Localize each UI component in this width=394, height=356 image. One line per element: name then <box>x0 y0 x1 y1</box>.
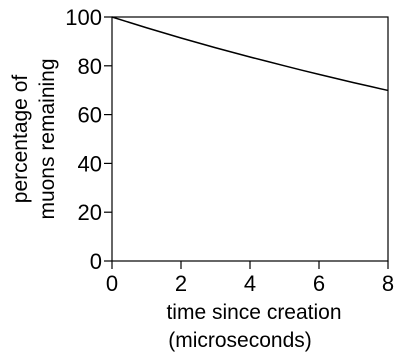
y-tick-label: 0 <box>90 249 102 274</box>
y-tick-label: 60 <box>78 103 102 128</box>
x-axis-ticks: 0 2 4 6 8 <box>106 261 394 296</box>
y-tick-label: 20 <box>78 200 102 225</box>
y-tick-label: 100 <box>65 5 102 30</box>
x-axis-label-line-2: (microseconds) <box>168 329 312 352</box>
x-tick-label: 4 <box>244 271 256 296</box>
y-tick-label: 80 <box>78 54 102 79</box>
x-tick-label: 0 <box>106 271 118 296</box>
x-tick-label: 6 <box>313 271 325 296</box>
x-tick-label: 8 <box>382 271 394 296</box>
plot-area-frame <box>111 16 389 262</box>
y-tick-label: 40 <box>78 151 102 176</box>
y-axis-label-line-1: percentage of <box>9 75 32 204</box>
series-line <box>111 16 389 92</box>
x-tick-label: 2 <box>175 271 187 296</box>
x-axis-label-line-1: time since creation <box>166 301 341 324</box>
y-axis-ticks: 0 20 40 60 80 100 <box>65 5 112 274</box>
y-axis-label-line-2: muons remaining <box>36 58 59 219</box>
